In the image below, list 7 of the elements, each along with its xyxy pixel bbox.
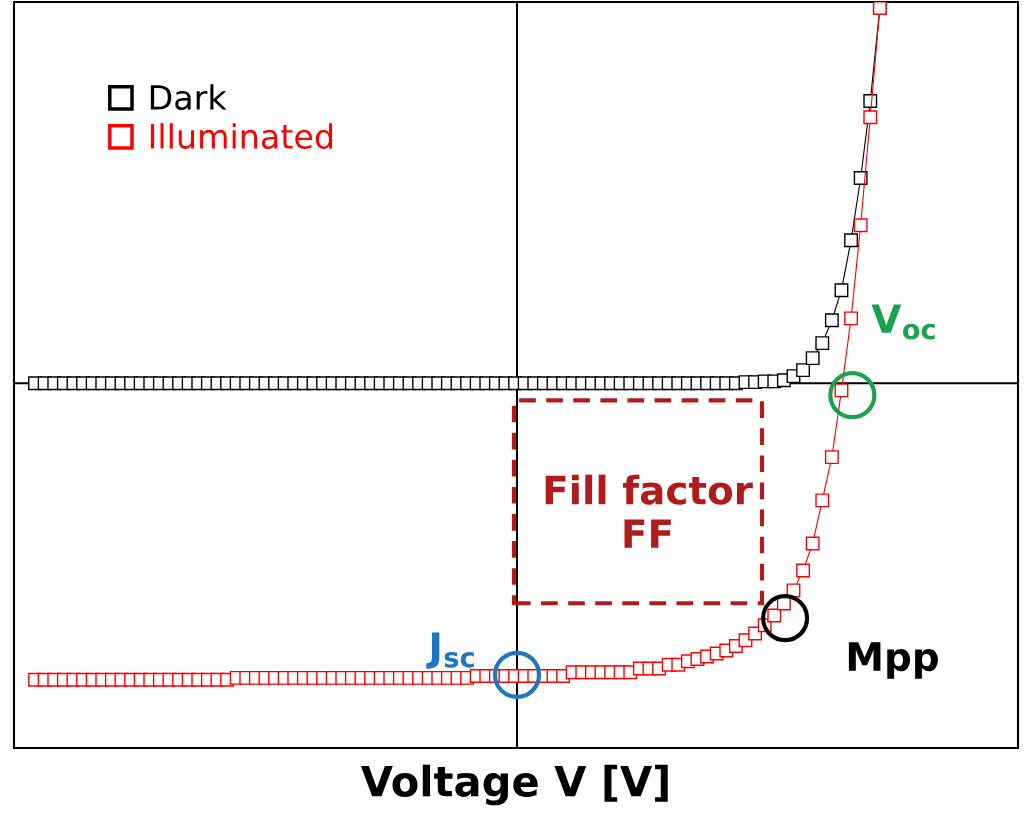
legend-label: Illuminated	[150, 123, 333, 149]
annotation: Fill factor FF	[545, 474, 753, 548]
annotation: Mpp	[848, 642, 938, 679]
legend-label: Dark	[150, 84, 227, 111]
annotation: J$_{sc}$	[426, 632, 474, 669]
x-axis-title: Voltage V [V]	[360, 764, 668, 806]
annotation: V$_{oc}$	[871, 304, 935, 340]
